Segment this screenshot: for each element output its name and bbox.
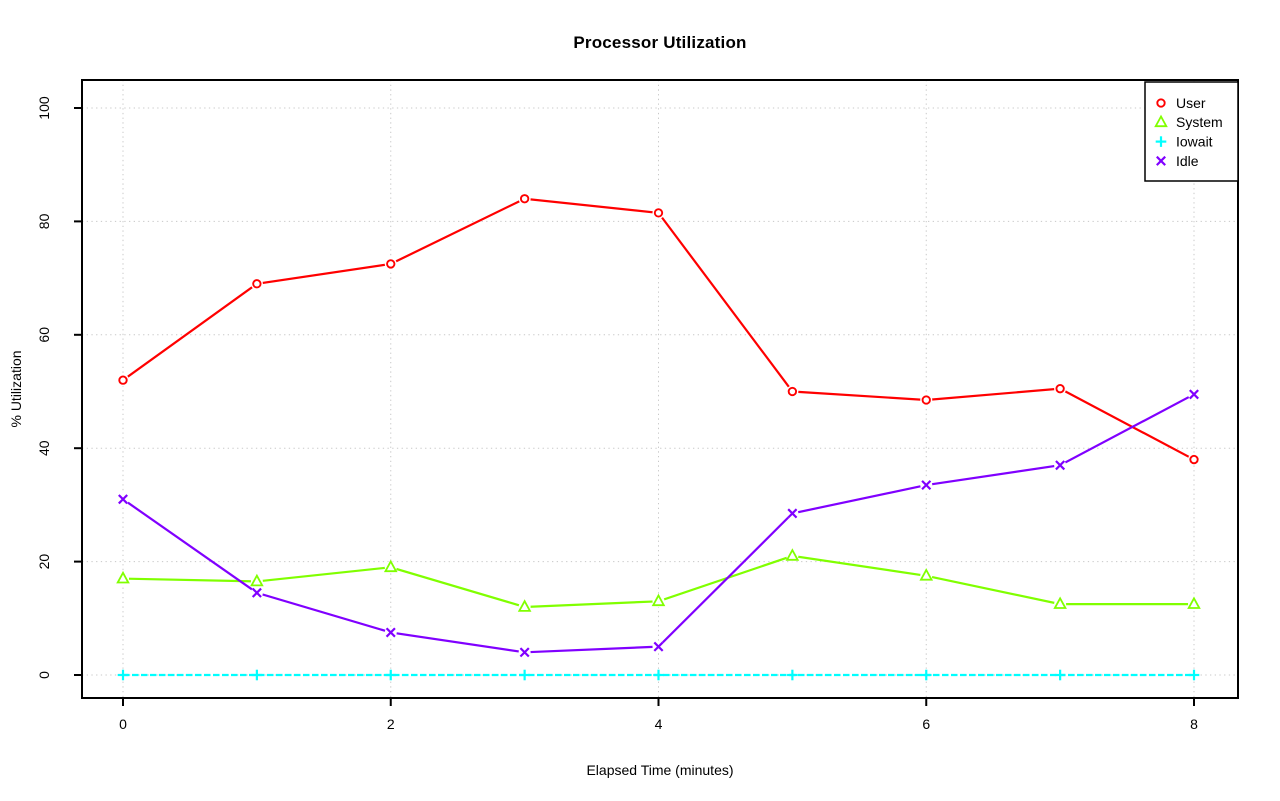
legend-label-iowait: Iowait bbox=[1176, 134, 1213, 150]
legend-marker-idle bbox=[1156, 155, 1166, 166]
data-point-system bbox=[1187, 596, 1201, 609]
data-point-idle bbox=[385, 627, 396, 638]
x-tick-label: 0 bbox=[119, 716, 127, 732]
data-point-user bbox=[118, 375, 128, 385]
data-point-user bbox=[653, 208, 664, 218]
data-point-user bbox=[1189, 454, 1199, 465]
data-point-user bbox=[519, 194, 530, 204]
data-point-idle bbox=[921, 480, 932, 491]
x-tick-label: 6 bbox=[922, 716, 930, 732]
data-point-idle bbox=[1189, 389, 1199, 400]
legend-label-user: User bbox=[1176, 95, 1206, 111]
data-point-user bbox=[921, 395, 931, 405]
data-point-idle bbox=[251, 587, 262, 598]
x-tick-label: 8 bbox=[1190, 716, 1198, 732]
legend-marker-user bbox=[1156, 98, 1166, 108]
legend-label-system: System bbox=[1176, 114, 1223, 130]
legend-marker-system bbox=[1154, 114, 1168, 128]
chart-title: Processor Utilization bbox=[573, 33, 747, 52]
data-point-idle bbox=[519, 647, 530, 658]
data-point-idle bbox=[653, 641, 664, 652]
data-point-idle bbox=[1055, 460, 1066, 471]
x-axis-label: Elapsed Time (minutes) bbox=[586, 762, 734, 778]
data-point-system bbox=[651, 593, 666, 607]
data-point-system bbox=[517, 599, 532, 612]
data-point-system bbox=[1053, 596, 1067, 609]
data-point-idle bbox=[787, 508, 798, 519]
data-point-user bbox=[787, 386, 798, 397]
data-point-system bbox=[919, 568, 934, 581]
y-tick-label: 60 bbox=[36, 327, 52, 343]
data-point-system bbox=[383, 559, 398, 573]
data-point-system bbox=[785, 548, 800, 561]
data-point-system bbox=[116, 570, 130, 584]
y-axis-label: % Utilization bbox=[8, 350, 24, 428]
y-tick-label: 20 bbox=[36, 554, 52, 570]
x-tick-label: 4 bbox=[655, 716, 663, 732]
legend-label-idle: Idle bbox=[1176, 153, 1199, 169]
y-tick-label: 40 bbox=[36, 440, 52, 456]
data-point-user bbox=[252, 279, 262, 289]
plot-border bbox=[81, 79, 1239, 699]
y-tick-label: 80 bbox=[36, 213, 52, 229]
data-point-user bbox=[386, 259, 396, 269]
y-tick-label: 0 bbox=[36, 671, 52, 679]
data-point-idle bbox=[118, 494, 128, 505]
y-tick-label: 100 bbox=[36, 96, 52, 120]
data-point-system bbox=[250, 573, 264, 587]
data-point-user bbox=[1055, 384, 1065, 394]
x-tick-label: 2 bbox=[387, 716, 395, 732]
